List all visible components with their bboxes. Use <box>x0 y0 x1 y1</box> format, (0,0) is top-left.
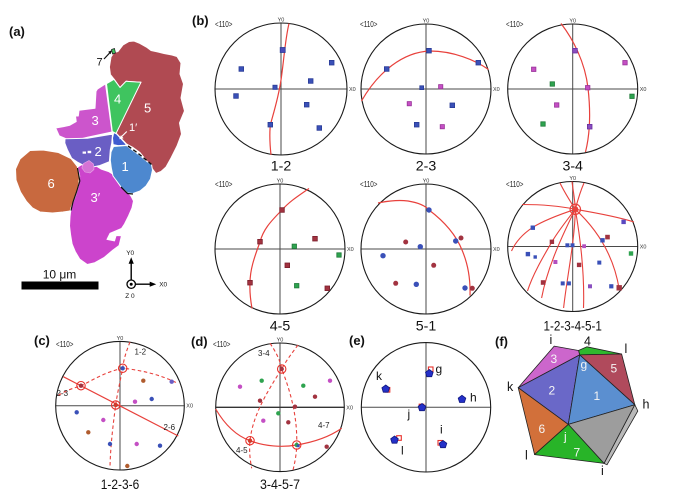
svg-text:(e): (e) <box>349 333 365 348</box>
svg-text:1-2-3-4-5-1: 1-2-3-4-5-1 <box>543 319 602 335</box>
svg-text:1-2-3-6: 1-2-3-6 <box>101 477 140 493</box>
svg-text:i: i <box>601 464 604 478</box>
svg-text:i: i <box>550 333 553 347</box>
svg-text:i: i <box>440 423 443 437</box>
svg-text:Y0: Y0 <box>277 179 284 185</box>
svg-text:1-2: 1-2 <box>135 348 147 357</box>
svg-text:2-3: 2-3 <box>57 389 69 398</box>
svg-text:2: 2 <box>549 384 556 398</box>
svg-text:1-2: 1-2 <box>271 159 292 175</box>
svg-text:6: 6 <box>48 176 55 191</box>
svg-text:(d): (d) <box>191 334 208 349</box>
svg-text:(c): (c) <box>34 333 50 348</box>
svg-text:<110>: <110> <box>360 180 378 189</box>
svg-text:g: g <box>436 362 443 376</box>
svg-text:X0: X0 <box>186 404 193 410</box>
svg-text:Y0: Y0 <box>569 176 576 182</box>
svg-text:(f): (f) <box>495 334 508 349</box>
svg-text:2-6: 2-6 <box>164 423 176 432</box>
svg-text:1: 1 <box>122 159 129 174</box>
svg-text:3-4: 3-4 <box>258 349 270 358</box>
svg-text:10 μm: 10 μm <box>43 268 77 282</box>
svg-text:2-3: 2-3 <box>416 159 437 175</box>
svg-text:l: l <box>625 342 628 356</box>
svg-text:Y0: Y0 <box>278 18 285 24</box>
svg-text:<110>: <110> <box>215 180 233 189</box>
svg-text:6: 6 <box>539 422 546 436</box>
svg-text:Y0: Y0 <box>423 19 430 25</box>
svg-text:3-4-5-7: 3-4-5-7 <box>260 477 300 493</box>
svg-text:j: j <box>407 407 411 421</box>
svg-text:4: 4 <box>114 92 121 107</box>
svg-text:<110>: <110> <box>213 340 231 349</box>
svg-text:Z 0: Z 0 <box>125 293 135 300</box>
svg-text:(b): (b) <box>192 13 209 28</box>
svg-text:h: h <box>643 398 650 412</box>
svg-text:5: 5 <box>611 362 618 376</box>
svg-text:4-5: 4-5 <box>270 319 291 335</box>
svg-text:5-1: 5-1 <box>416 319 437 335</box>
svg-text:3-4: 3-4 <box>562 159 583 175</box>
svg-text:Y0: Y0 <box>117 336 124 342</box>
svg-text:3: 3 <box>92 113 99 128</box>
svg-text:1′: 1′ <box>129 122 137 134</box>
svg-text:X0: X0 <box>346 405 353 411</box>
svg-text:(a): (a) <box>9 24 25 39</box>
svg-text:Y0: Y0 <box>277 338 284 344</box>
svg-text:j: j <box>563 430 567 444</box>
svg-text:X0: X0 <box>640 245 647 251</box>
svg-text:<110>: <110> <box>506 20 524 29</box>
svg-text:l: l <box>525 449 528 463</box>
svg-text:4: 4 <box>584 335 591 349</box>
svg-text:X0: X0 <box>640 87 647 93</box>
svg-text:X0: X0 <box>493 87 500 93</box>
svg-text:3′: 3′ <box>91 190 101 205</box>
svg-text:Y0: Y0 <box>569 19 576 25</box>
svg-text:g: g <box>581 358 588 372</box>
svg-text:4-7: 4-7 <box>318 421 330 430</box>
svg-text:Y0: Y0 <box>126 250 134 257</box>
svg-text:l: l <box>401 444 404 458</box>
svg-text:<110>: <110> <box>506 180 524 189</box>
svg-text:1: 1 <box>594 389 601 403</box>
svg-text:<110>: <110> <box>360 20 378 29</box>
svg-text:<110>: <110> <box>56 340 74 349</box>
svg-text:X0: X0 <box>347 247 354 253</box>
svg-text:3: 3 <box>551 352 558 366</box>
svg-text:k: k <box>376 369 383 383</box>
svg-text:7: 7 <box>97 57 103 69</box>
svg-text:h: h <box>470 391 477 405</box>
svg-text:X0: X0 <box>159 282 167 289</box>
svg-text:k: k <box>507 380 514 394</box>
svg-text:Y0: Y0 <box>423 179 430 185</box>
svg-text:2: 2 <box>95 144 102 159</box>
svg-text:<110>: <110> <box>215 20 233 29</box>
svg-text:X0: X0 <box>493 247 500 253</box>
svg-text:4-5: 4-5 <box>236 446 248 455</box>
svg-text:7: 7 <box>574 446 581 460</box>
svg-text:5: 5 <box>144 101 151 116</box>
svg-text:X0: X0 <box>349 87 356 93</box>
